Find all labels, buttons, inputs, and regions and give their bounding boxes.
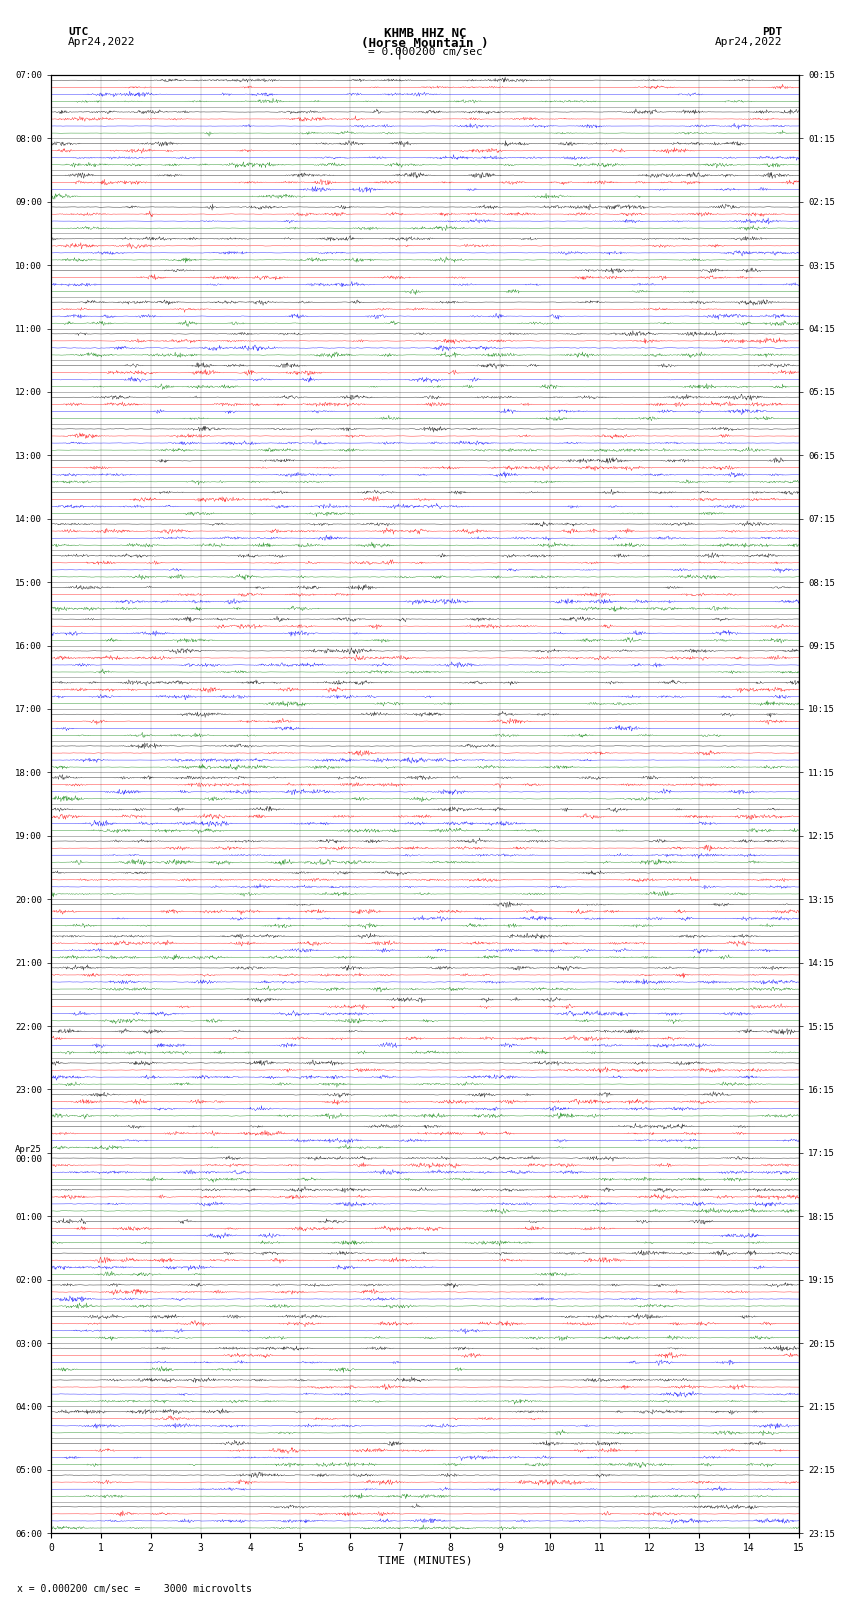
Text: KHMB HHZ NC: KHMB HHZ NC — [383, 27, 467, 40]
Text: = 0.000200 cm/sec: = 0.000200 cm/sec — [367, 47, 483, 56]
Text: PDT: PDT — [762, 27, 782, 37]
Text: |: | — [396, 47, 403, 60]
Text: Apr24,2022: Apr24,2022 — [715, 37, 782, 47]
Text: Apr24,2022: Apr24,2022 — [68, 37, 135, 47]
Text: UTC: UTC — [68, 27, 88, 37]
Text: x = 0.000200 cm/sec =    3000 microvolts: x = 0.000200 cm/sec = 3000 microvolts — [17, 1584, 252, 1594]
Text: (Horse Mountain ): (Horse Mountain ) — [361, 37, 489, 50]
X-axis label: TIME (MINUTES): TIME (MINUTES) — [377, 1557, 473, 1566]
